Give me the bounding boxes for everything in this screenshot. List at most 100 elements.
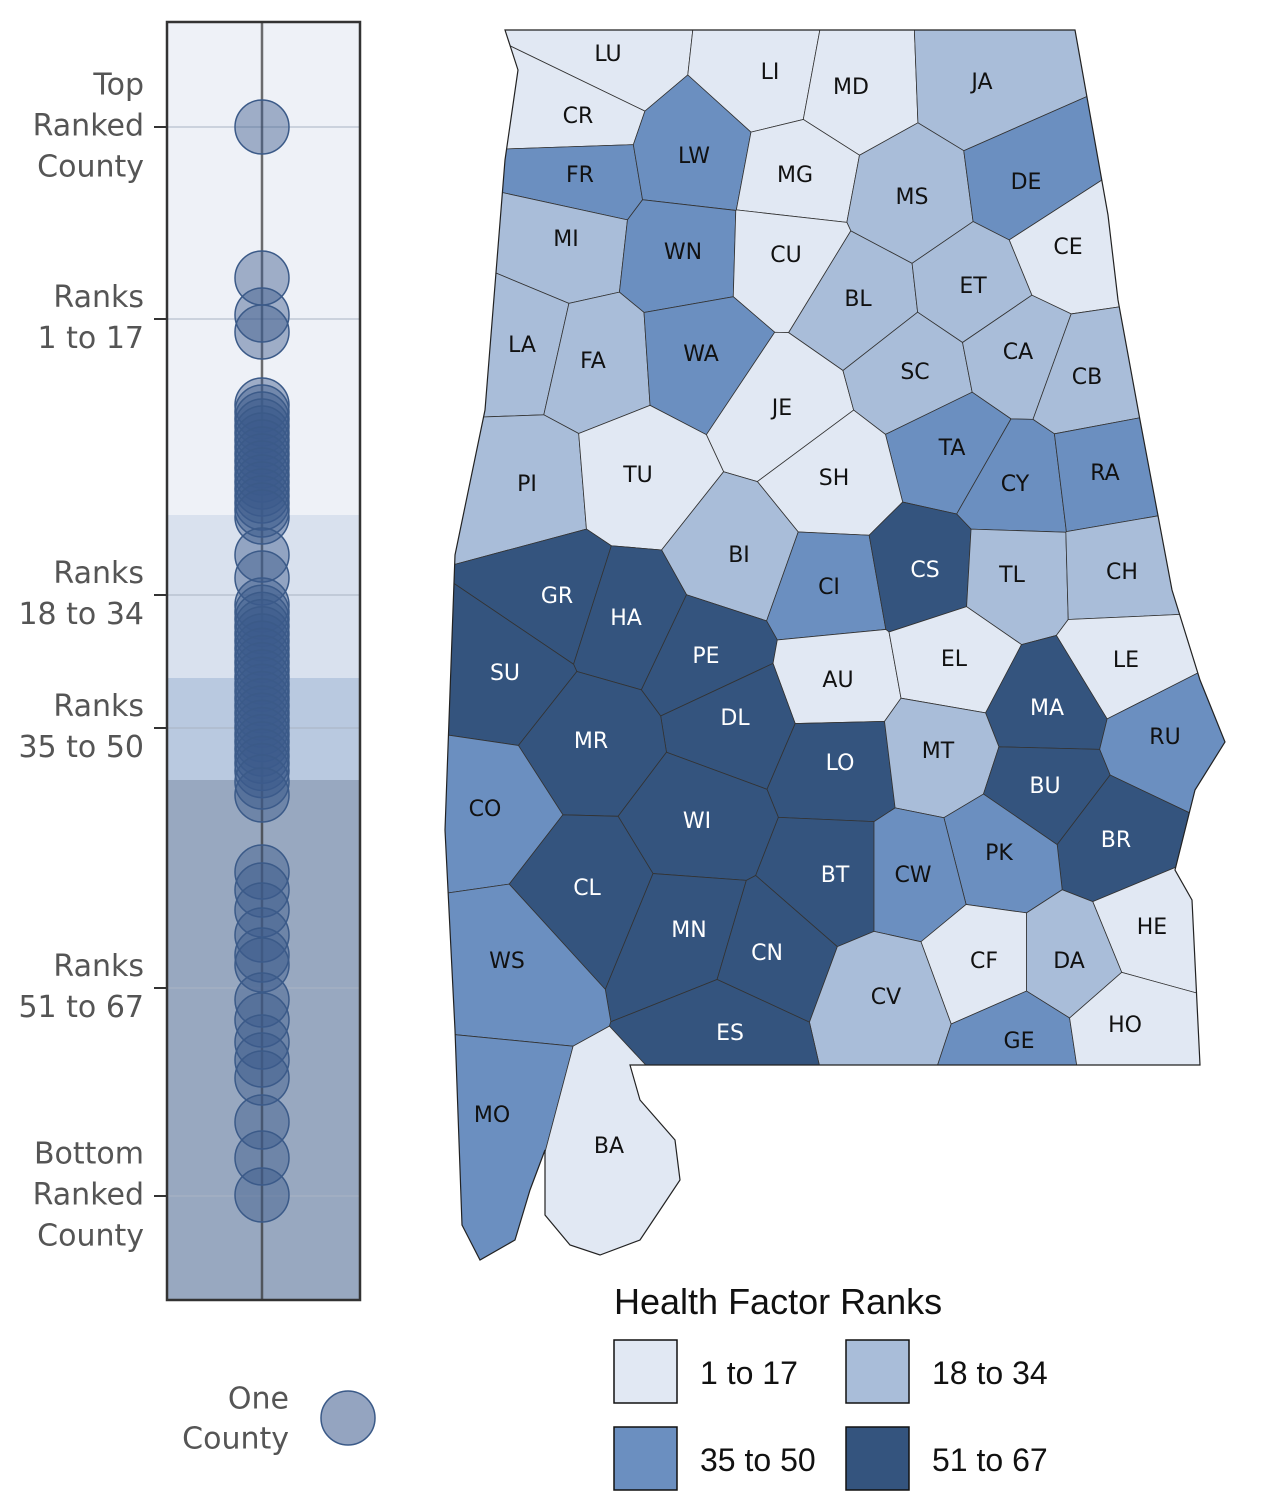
county-label: SH (819, 466, 850, 491)
county-label: MI (553, 227, 578, 252)
county-label: SU (490, 661, 520, 686)
legend-label: 1 to 17 (700, 1355, 798, 1391)
county-label: MS (896, 185, 929, 210)
county-dot (234, 620, 290, 676)
county-label: LA (508, 333, 536, 358)
legend-swatch (845, 1426, 910, 1491)
county-label: WA (683, 342, 719, 367)
county-dot (234, 706, 290, 763)
county-dot (234, 461, 290, 517)
county-label: AU (822, 668, 853, 693)
county-label: BL (844, 287, 872, 312)
county-dot (234, 1167, 290, 1223)
county-dot (234, 721, 290, 777)
county-dot (234, 714, 290, 770)
county-label: BT (821, 863, 850, 888)
county-dot (234, 489, 290, 545)
county-dot (234, 447, 290, 503)
dot-legend-label: County (182, 1422, 289, 1457)
legend-title: Health Factor Ranks (614, 1281, 942, 1322)
county-label: TA (938, 436, 966, 461)
strip-label: Ranks (53, 689, 144, 724)
state-outline (444, 29, 1226, 1261)
county-dot (234, 649, 290, 705)
county-label: TL (998, 563, 1025, 588)
strip-label: Ranks (53, 280, 144, 315)
strip-band (167, 780, 360, 1300)
county-label: GR (541, 584, 573, 609)
county-dot (234, 844, 290, 900)
county-label: CH (1106, 560, 1138, 585)
county-label: BA (594, 1134, 624, 1159)
county-dot (234, 405, 290, 461)
county-dot (234, 670, 290, 727)
county-label: CF (970, 949, 998, 974)
county-label: CA (1003, 340, 1033, 365)
county-label: ES (716, 1021, 744, 1046)
county-label: CL (573, 876, 601, 901)
county-dot (234, 1094, 290, 1150)
dot-legend-label: One (228, 1382, 289, 1417)
county-label: RU (1149, 725, 1180, 750)
county-labels: LU LI MD JA CR FR LW MG MS DE CE MI WN CU BL ET LA FA WA JE… (469, 42, 1181, 1159)
county-label: MG (777, 163, 813, 188)
legend-label: 35 to 50 (700, 1442, 816, 1478)
county-label: GE (1004, 1029, 1035, 1054)
county-label: MT (922, 739, 955, 764)
strip-label: Ranks (53, 949, 144, 984)
county-dot (234, 1050, 290, 1106)
county-label: LU (594, 42, 621, 67)
county-label: FR (566, 163, 594, 188)
county-label: WI (683, 809, 711, 834)
county-dot (234, 468, 290, 524)
county-label: EL (941, 647, 968, 672)
county-dot (234, 642, 290, 698)
strip-label: Bottom (34, 1137, 144, 1172)
county-dot (234, 454, 290, 510)
county-label: MN (671, 918, 706, 943)
strip-label: 51 to 67 (18, 990, 144, 1025)
county-label: BU (1029, 774, 1060, 799)
county-dot (234, 99, 290, 155)
county-label: LO (826, 751, 855, 776)
county-label: PE (692, 644, 719, 669)
county-dot (234, 627, 290, 684)
county-label: BR (1101, 828, 1131, 853)
county-dot (234, 692, 290, 748)
county-label: SC (900, 360, 929, 385)
county-dot (234, 527, 290, 583)
county-label: DL (720, 706, 750, 731)
county-dot (234, 862, 290, 918)
county-label: LW (678, 144, 710, 169)
county-dot (234, 735, 290, 792)
county-dot (234, 304, 290, 360)
county-label: CU (770, 243, 801, 268)
legend-swatch (613, 1426, 678, 1491)
county-dot (234, 384, 290, 440)
county-dot (234, 377, 290, 433)
county-dot (234, 678, 290, 734)
county-dot (234, 728, 290, 784)
county-dot (234, 767, 290, 823)
county-label: CB (1072, 365, 1102, 390)
county-label: PK (985, 841, 1013, 866)
county-label: CR (563, 104, 594, 129)
legend-swatch (845, 1339, 910, 1404)
legend-label: 51 to 67 (932, 1442, 1048, 1478)
county-label: HA (610, 606, 642, 631)
county-label: JA (969, 70, 992, 95)
county-dot (234, 426, 290, 482)
county-dot (234, 412, 290, 468)
county-label: DA (1053, 949, 1085, 974)
strip-label: Ranked (33, 1178, 144, 1213)
county-label: MD (833, 75, 869, 100)
county-dot (234, 907, 290, 963)
county-label: HE (1137, 915, 1167, 940)
county-dot (234, 634, 290, 691)
county-label: LE (1113, 648, 1139, 673)
legend-label: 18 to 34 (932, 1355, 1048, 1391)
county-label: RA (1090, 461, 1119, 486)
county-dot (234, 742, 290, 799)
county-label: MO (474, 1103, 510, 1128)
